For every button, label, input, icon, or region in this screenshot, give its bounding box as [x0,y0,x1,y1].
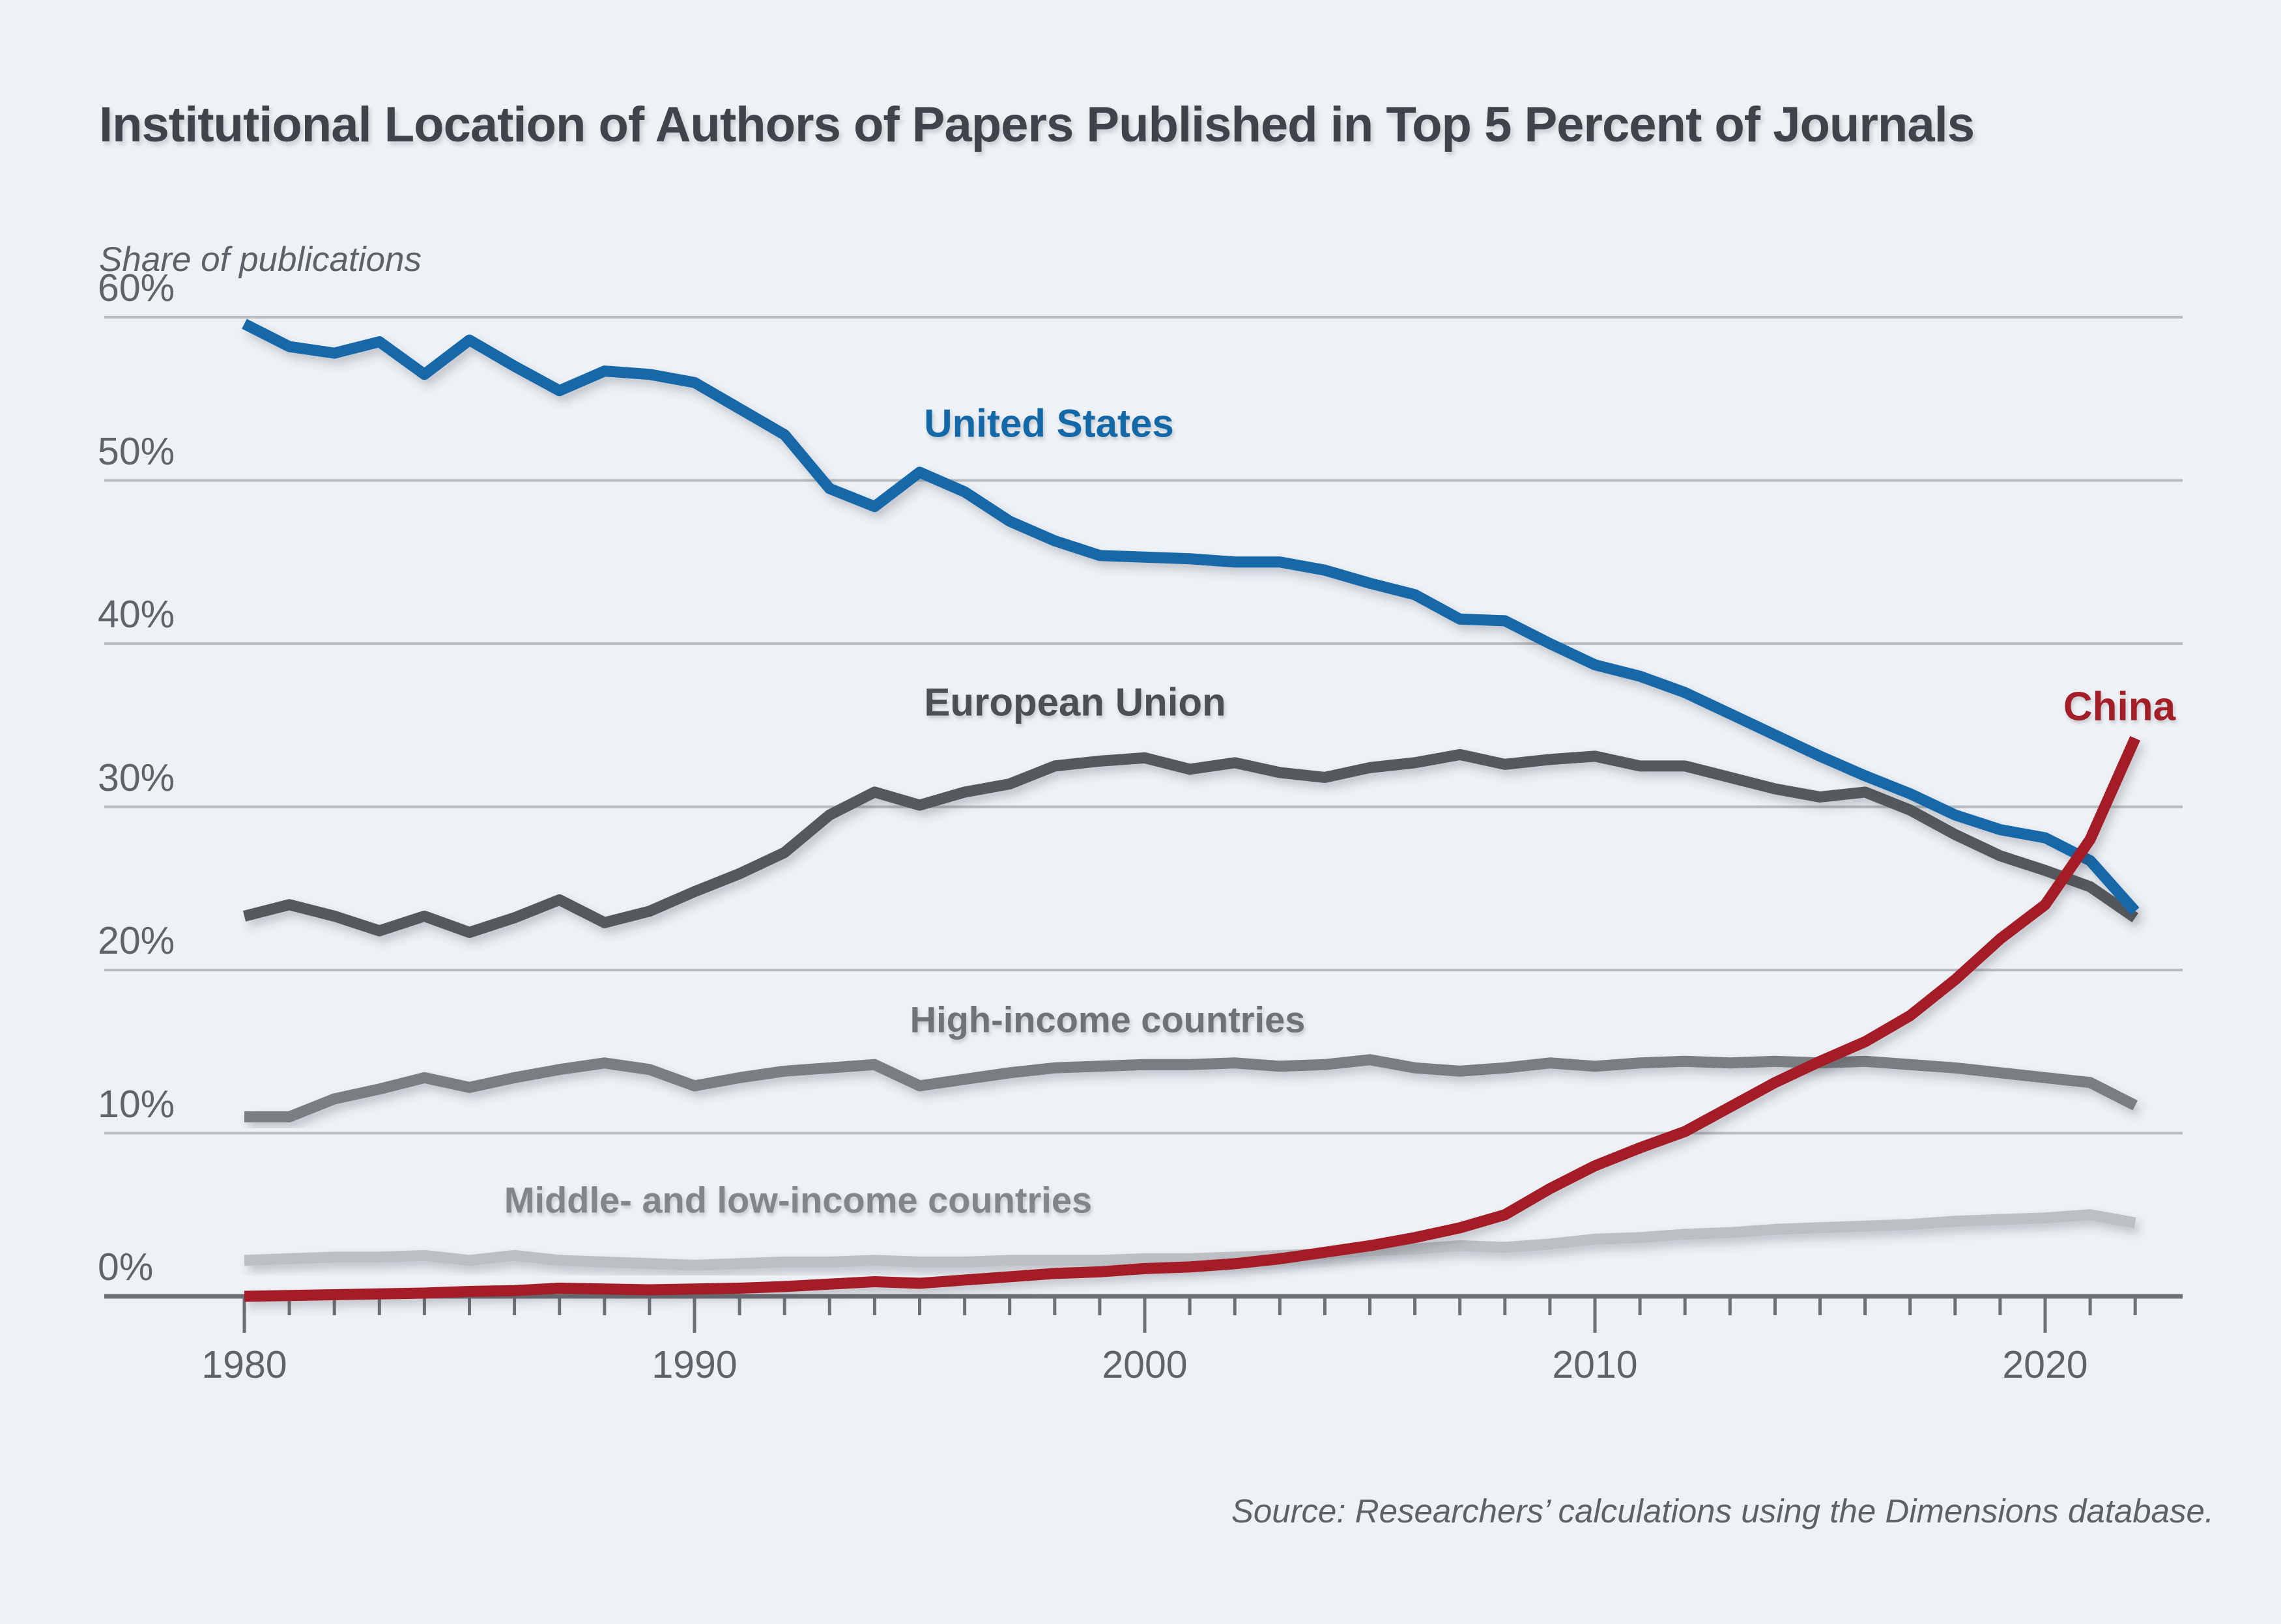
series-label-middle-low-income-countries: Middle- and low-income countries [504,1179,1093,1221]
x-tick-label-2020: 2020 [2002,1343,2088,1386]
x-tick-label-1990: 1990 [652,1343,738,1386]
source-note: Source: Researchers’ calculations using … [1231,1492,2214,1530]
y-axis-title: Share of publications [99,240,422,279]
series-label-united-states: United States [924,401,1174,446]
series-line-united-states [242,319,2140,915]
series-label-european-union: European Union [924,680,1226,724]
y-tick-label-10: 10% [98,1082,175,1126]
series-label-china: China [2063,684,2176,730]
y-tick-label-60: 60% [98,266,175,309]
y-tick-label-30: 30% [98,756,175,799]
y-tick-label-0: 0% [98,1246,154,1289]
gridlines [104,316,2183,1135]
series-line-middle-low-income-countries [244,1209,2136,1271]
series-line-european-union [242,748,2139,938]
y-tick-label-50: 50% [98,429,175,473]
series-line-high-income-countries [244,1054,2138,1122]
x-tick-label-2000: 2000 [1102,1343,1188,1386]
x-tick-label-2010: 2010 [1552,1343,1638,1386]
series-lines [242,319,2140,1302]
x-axis-ticks [242,1298,2137,1333]
y-tick-label-40: 40% [98,593,175,636]
series-line-china [244,735,2140,1302]
x-tick-label-1980: 1980 [201,1343,287,1386]
chart-title: Institutional Location of Authors of Pap… [99,97,1975,152]
series-label-high-income-countries: High-income countries [910,999,1306,1040]
y-tick-label-20: 20% [98,919,175,962]
